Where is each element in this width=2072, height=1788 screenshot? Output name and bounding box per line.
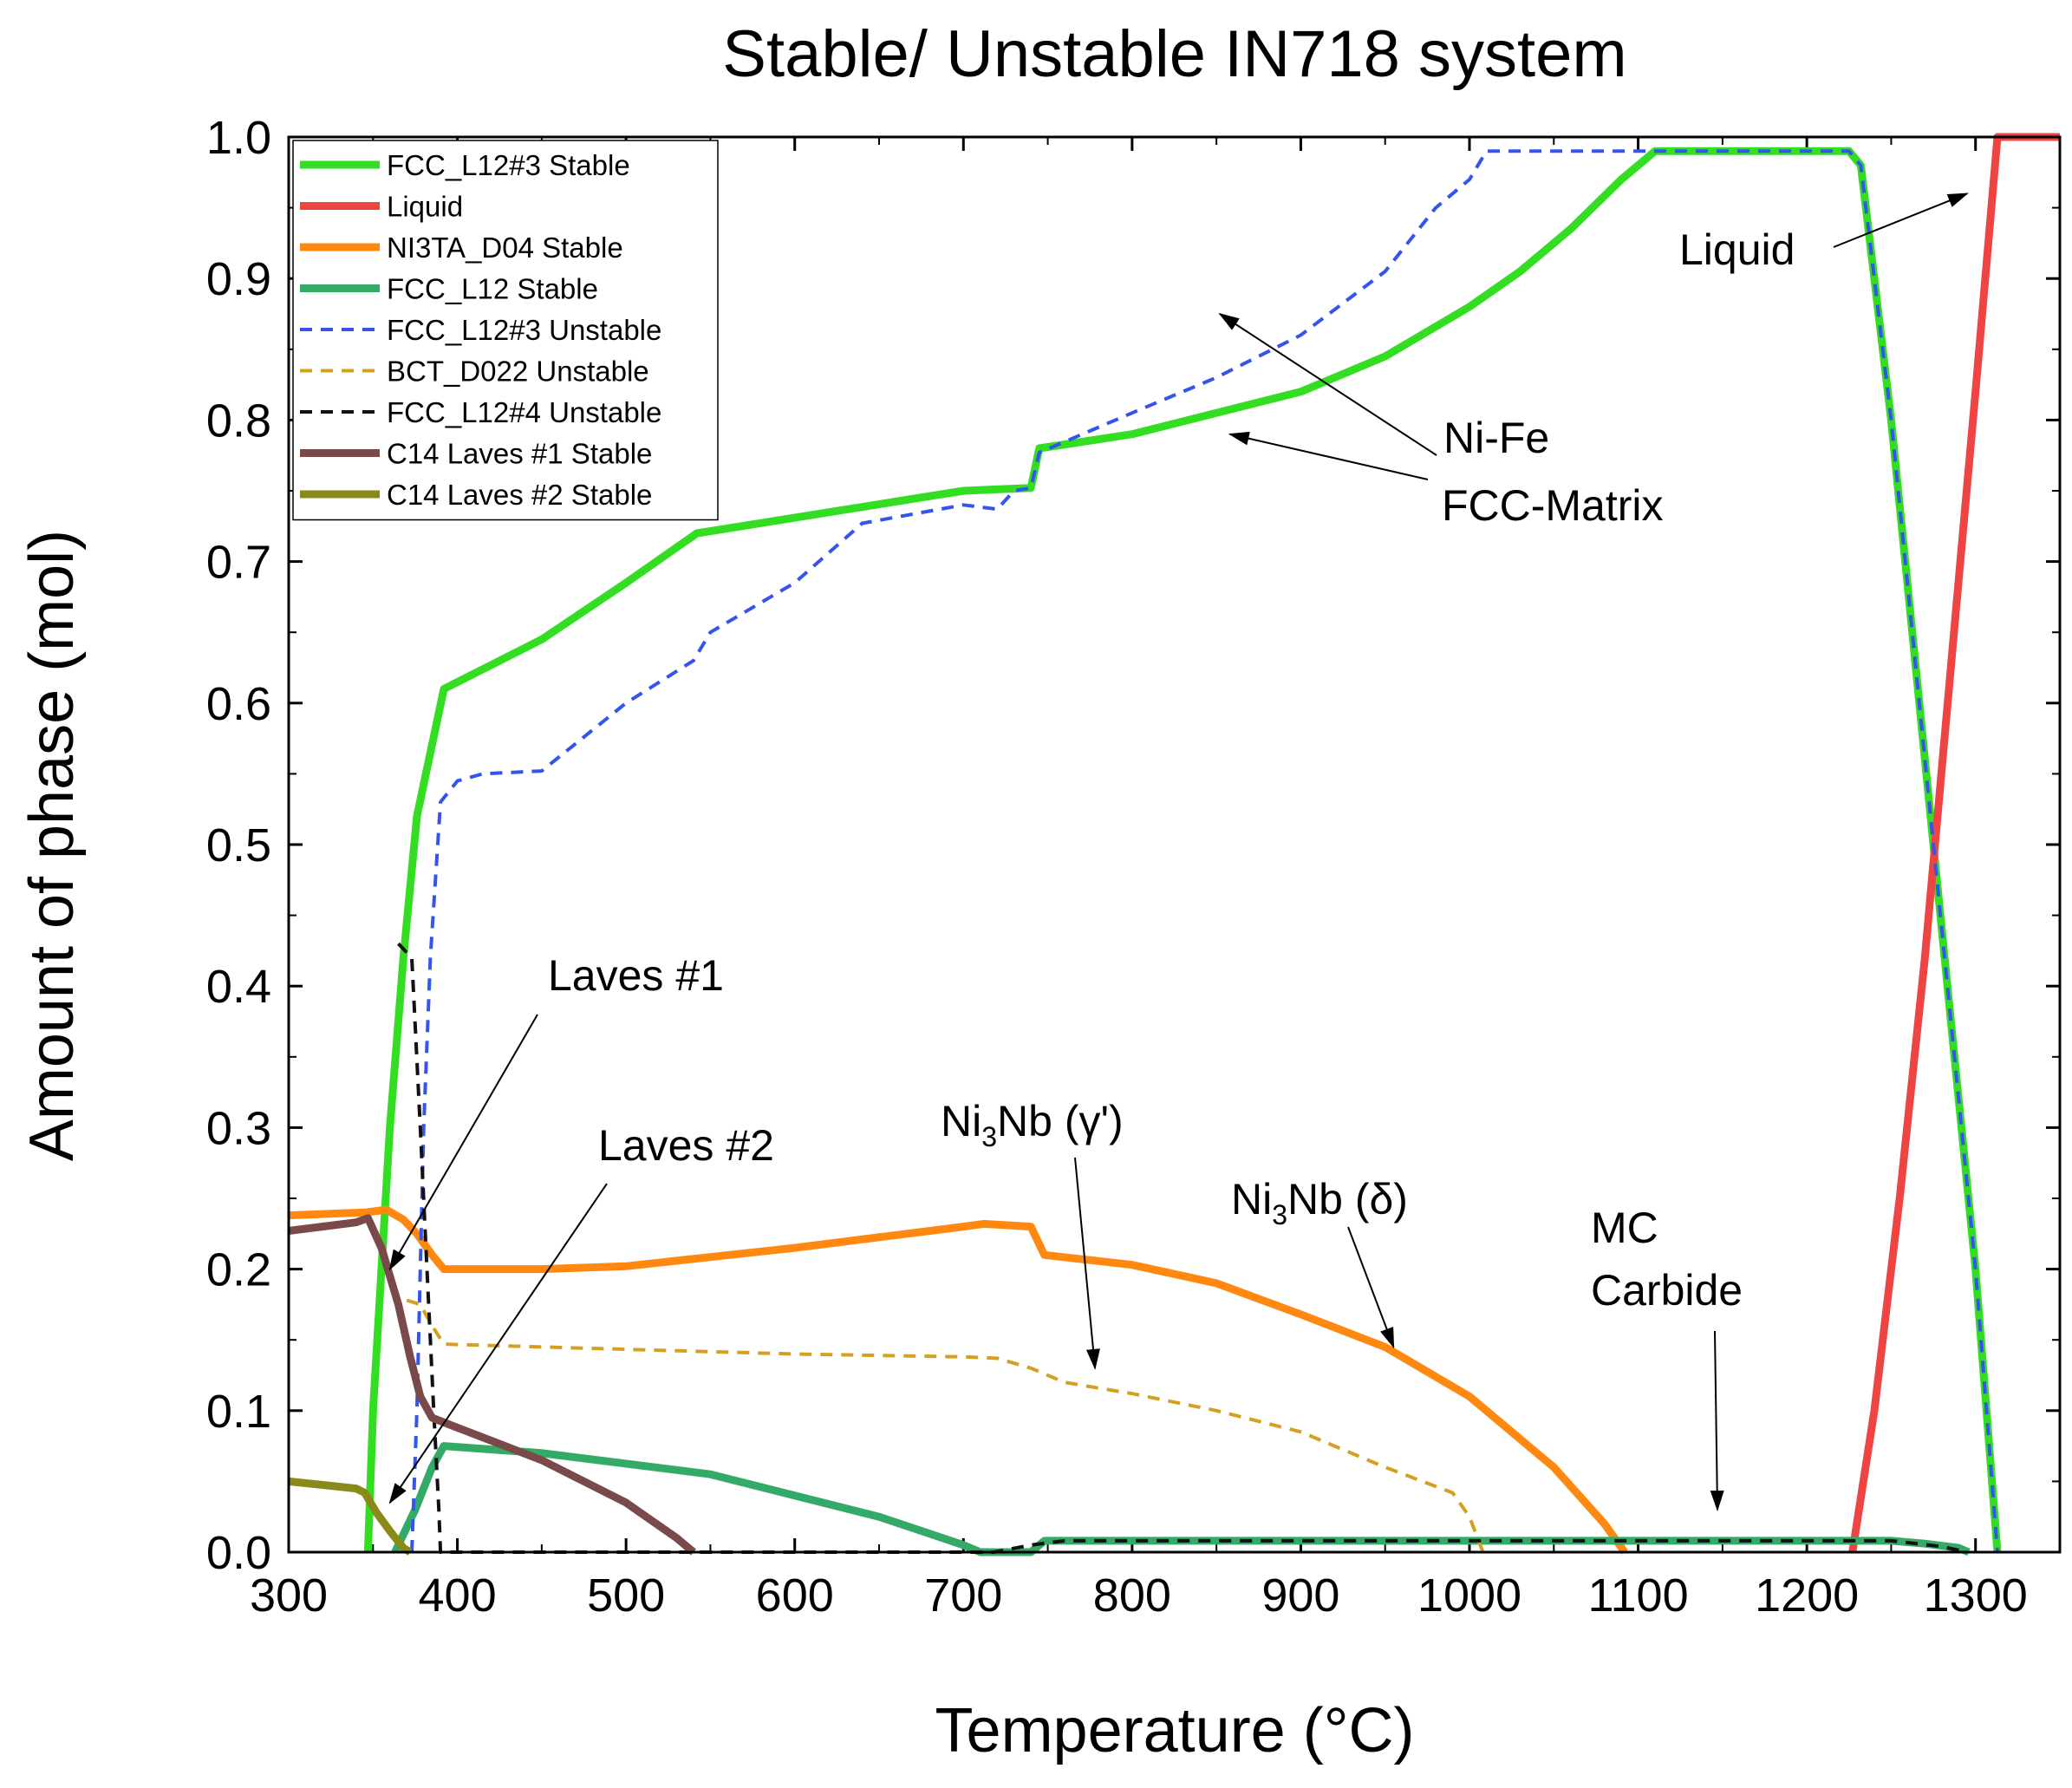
x-tick-label: 1300 xyxy=(1924,1569,2028,1622)
series-line-1 xyxy=(1848,133,2060,1553)
annotation-delta-arrow xyxy=(1347,1226,1395,1349)
annotation-liquid-arrow xyxy=(1833,193,1969,248)
x-tick-label: 600 xyxy=(756,1569,834,1622)
legend-label-0: FCC_L12#3 Stable xyxy=(387,149,630,181)
legend: FCC_L12#3 Stable Liquid NI3TA_D04 Stable FC… xyxy=(292,140,719,521)
annotation-laves2-label: Laves #2 xyxy=(598,1121,774,1170)
legend-label-3: FCC_L12 Stable xyxy=(387,273,598,305)
x-tick-label: 400 xyxy=(419,1569,497,1622)
legend-label-2: NI3TA_D04 Stable xyxy=(387,232,623,264)
annotation-gamma-arrow xyxy=(1074,1157,1100,1370)
annotation-delta-sub: 3 xyxy=(1272,1199,1287,1230)
annotation-gamma-rest: Nb (γ') xyxy=(997,1097,1124,1145)
legend-label-1: Liquid xyxy=(387,191,463,223)
y-tick-label: 0.4 xyxy=(206,961,271,1013)
series-line-2 xyxy=(288,1205,1628,1555)
annotations: Liquid Ni-Fe FCC-Matrix Laves #1 Laves #… xyxy=(388,193,1969,1512)
y-tick-label: 0.6 xyxy=(206,678,271,730)
legend-label-4: FCC_L12#3 Unstable xyxy=(387,314,661,346)
annotation-delta-rest: Nb (δ) xyxy=(1287,1175,1408,1224)
annotation-matrix-arrow-1 xyxy=(1218,312,1437,456)
y-tick-label: 0.5 xyxy=(206,819,271,871)
x-tick-label: 900 xyxy=(1261,1569,1339,1622)
legend-label-8: C14 Laves #2 Stable xyxy=(387,479,652,511)
series-layer xyxy=(288,133,2060,1556)
x-tick-label: 800 xyxy=(1093,1569,1171,1622)
annotation-laves2-arrow xyxy=(388,1183,608,1504)
legend-label-7: C14 Laves #1 Stable xyxy=(387,438,652,470)
chart-title: Stable/ Unstable IN718 system xyxy=(722,17,1626,91)
y-tick-label: 0.2 xyxy=(206,1244,271,1296)
annotation-matrix-arrow-2 xyxy=(1228,431,1429,480)
y-tick-label: 0.8 xyxy=(206,395,271,447)
y-tick-label: 0.7 xyxy=(206,537,271,589)
annotation-gamma-label: Ni3Nb (γ') xyxy=(941,1097,1124,1152)
annotation-delta-label: Ni3Nb (δ) xyxy=(1231,1175,1408,1230)
annotation-laves1-arrow xyxy=(388,1014,538,1271)
x-axis-label: Temperature (°C) xyxy=(935,1696,1415,1765)
x-tick-label: 300 xyxy=(250,1569,328,1622)
annotation-liquid-label: Liquid xyxy=(1679,225,1795,274)
y-tick-label: 0.9 xyxy=(206,253,271,305)
annotation-delta-ni: Ni xyxy=(1231,1175,1272,1224)
y-axis-label: Amount of phase (mol) xyxy=(17,530,87,1161)
series-line-5 xyxy=(406,1298,1485,1553)
annotation-matrix-label-line1: Ni-Fe xyxy=(1443,414,1549,462)
annotation-matrix-label-line2: FCC-Matrix xyxy=(1442,481,1664,530)
x-tick-label: 700 xyxy=(924,1569,1002,1622)
annotation-gamma-ni: Ni xyxy=(941,1097,981,1145)
series-line-8 xyxy=(288,1477,413,1556)
legend-label-5: BCT_D022 Unstable xyxy=(387,356,649,388)
axis-ticks: 300 400 500 600 700 800 900 1000 1100 1200 1300 0.0… xyxy=(206,112,2060,1622)
legend-label-6: FCC_L12#4 Unstable xyxy=(387,396,661,428)
plot-frame xyxy=(287,135,2062,1554)
y-tick-label: 0.1 xyxy=(206,1386,271,1438)
annotation-gamma-sub: 3 xyxy=(981,1121,997,1152)
x-tick-label: 1200 xyxy=(1755,1569,1859,1622)
series-line-3 xyxy=(391,1442,1971,1556)
series-line-7 xyxy=(288,1214,696,1556)
y-tick-label: 0.0 xyxy=(206,1527,271,1579)
x-tick-label: 1000 xyxy=(1417,1569,1521,1622)
x-tick-label: 500 xyxy=(587,1569,665,1622)
annotation-mc-label-line2: Carbide xyxy=(1591,1266,1743,1315)
x-tick-label: 1100 xyxy=(1588,1569,1689,1622)
y-tick-label: 0.3 xyxy=(206,1102,271,1154)
series-line-4 xyxy=(410,149,1999,1553)
annotation-mc-label-line1: MC xyxy=(1591,1204,1658,1252)
annotation-mc-arrow xyxy=(1710,1330,1724,1512)
annotation-laves1-label: Laves #1 xyxy=(548,951,724,1000)
y-tick-label: 1.0 xyxy=(206,112,271,164)
